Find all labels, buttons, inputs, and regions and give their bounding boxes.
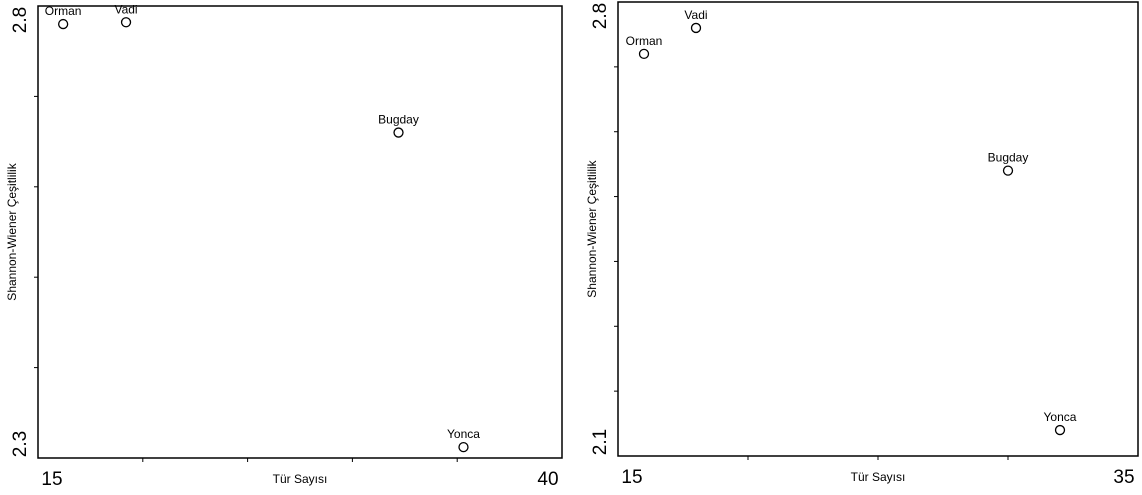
- x-tick-label-min: 15: [621, 467, 642, 488]
- x-tick-label-max: 35: [1113, 467, 1134, 488]
- plot-frame: [617, 1, 1139, 457]
- point-label-vadi: Vadi: [684, 8, 707, 22]
- x-axis-title: Tür Sayısı: [851, 470, 906, 484]
- data-point-bugday: [393, 127, 404, 138]
- data-point-bugday: [1002, 165, 1014, 176]
- y-axis-title: Shannon-Wiener Çeşitlilik: [585, 159, 599, 297]
- y-tick-label-max: 2.8: [10, 7, 31, 33]
- x-tick-label-min: 15: [41, 469, 62, 490]
- point-label-orman: Orman: [45, 4, 82, 18]
- data-point-orman: [58, 18, 69, 30]
- data-point-yonca: [458, 442, 469, 453]
- plot-frame: [37, 5, 563, 459]
- point-label-bugday: Bugday: [988, 151, 1029, 165]
- x-tick-label-max: 40: [537, 469, 558, 490]
- chart-panel-1: 15 40 2.8 2.3 Tür Sayısı Shannon-Wiener Çeşit…: [5, 2, 563, 490]
- y-tick-label-min: 2.1: [590, 429, 611, 455]
- y-axis-title: Shannon-Wiener Çeşitlilik: [5, 162, 19, 300]
- point-label-vadi: Vadi: [114, 2, 137, 16]
- y-tick-label-max: 2.8: [590, 3, 611, 29]
- data-point-yonca: [1054, 424, 1066, 436]
- y-tick-label-min: 2.3: [10, 431, 31, 457]
- point-label-yonca: Yonca: [447, 427, 480, 441]
- data-point-vadi: [120, 17, 132, 28]
- data-point-vadi: [690, 22, 702, 34]
- data-point-orman: [638, 48, 650, 60]
- point-label-yonca: Yonca: [1044, 410, 1077, 424]
- point-label-orman: Orman: [626, 34, 663, 48]
- chart-panel-2: 15 35 2.8 2.1 Tür Sayısı Shannon-Wiener Çeşit…: [585, 1, 1139, 488]
- point-label-bugday: Bugday: [378, 113, 419, 127]
- x-axis-title: Tür Sayısı: [273, 472, 328, 486]
